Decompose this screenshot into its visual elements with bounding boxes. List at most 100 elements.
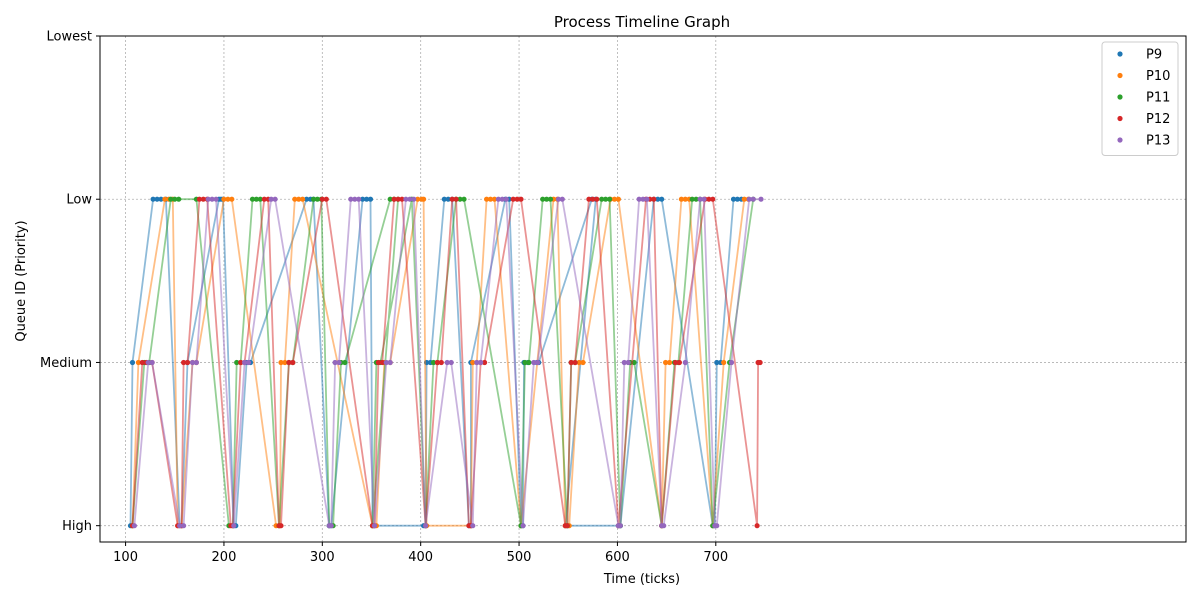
data-point — [168, 196, 174, 202]
data-point — [655, 196, 661, 202]
chart-title: Process Timeline Graph — [554, 13, 730, 31]
y-tick-label: Low — [66, 193, 92, 208]
data-point — [434, 359, 440, 366]
data-point — [421, 196, 427, 202]
data-point — [278, 359, 284, 366]
data-point — [495, 196, 501, 202]
legend-marker — [1117, 115, 1123, 122]
data-point — [181, 523, 187, 529]
data-point — [423, 523, 429, 529]
legend-label: P13 — [1146, 134, 1170, 149]
data-point — [225, 196, 231, 202]
data-point — [172, 196, 178, 202]
data-point — [253, 196, 259, 202]
data-point — [514, 196, 520, 202]
data-point — [234, 359, 240, 366]
data-point — [576, 359, 582, 366]
data-point — [453, 196, 459, 202]
data-point — [499, 196, 505, 202]
data-point — [231, 523, 237, 529]
data-point — [441, 196, 447, 202]
data-point — [757, 359, 763, 366]
data-point — [444, 359, 450, 366]
data-point — [484, 196, 490, 202]
data-point — [149, 359, 155, 366]
data-point — [407, 196, 413, 202]
data-point — [336, 359, 342, 366]
data-point — [383, 359, 389, 366]
data-point — [314, 196, 320, 202]
data-point — [193, 359, 199, 366]
data-point — [375, 359, 381, 366]
data-point — [661, 523, 667, 529]
data-point — [741, 196, 747, 202]
x-tick-label: 500 — [507, 550, 532, 565]
data-point — [387, 359, 393, 366]
data-point — [693, 196, 699, 202]
data-point — [387, 196, 393, 202]
data-point — [129, 359, 136, 366]
data-point — [319, 196, 325, 202]
data-point — [697, 196, 703, 202]
data-point — [286, 359, 292, 366]
data-point — [518, 196, 524, 202]
legend: P9 P10 P11 P12 P13 — [1101, 41, 1179, 156]
data-point — [586, 196, 592, 202]
data-point — [701, 196, 707, 202]
data-point — [272, 196, 278, 202]
data-point — [189, 359, 196, 366]
data-point — [352, 196, 358, 202]
data-point — [282, 359, 288, 366]
data-point — [249, 196, 256, 202]
data-point — [520, 523, 526, 529]
x-tick-label: 600 — [605, 550, 630, 565]
x-tick-label: 300 — [310, 550, 335, 565]
data-point — [261, 196, 267, 202]
data-point — [730, 196, 737, 202]
data-point — [162, 196, 168, 202]
y-axis-ticks: High Medium Low Lowest — [40, 30, 100, 534]
data-point — [510, 196, 516, 202]
legend-label: P11 — [1146, 91, 1170, 106]
data-point — [544, 196, 550, 202]
legend-label: P9 — [1146, 48, 1162, 63]
data-point — [659, 196, 665, 202]
data-point — [663, 359, 669, 366]
data-point — [205, 196, 211, 202]
data-point — [360, 196, 366, 202]
data-point — [328, 523, 334, 529]
data-point — [603, 196, 609, 202]
data-point — [445, 196, 451, 202]
data-point — [356, 196, 362, 202]
y-tick-label: Lowest — [47, 30, 92, 45]
data-point — [395, 196, 401, 202]
data-point — [676, 359, 683, 366]
data-point — [607, 196, 613, 202]
data-point — [474, 359, 480, 366]
data-point — [257, 196, 263, 202]
legend-marker — [1117, 94, 1123, 100]
data-point — [617, 523, 624, 529]
data-point — [611, 196, 618, 202]
data-point — [689, 196, 695, 202]
data-point — [572, 359, 578, 366]
legend-marker — [1117, 137, 1123, 143]
data-point — [531, 359, 537, 366]
data-point — [540, 196, 546, 202]
data-point — [238, 359, 244, 366]
y-tick-label: High — [62, 519, 92, 534]
data-point — [555, 196, 562, 202]
data-point — [651, 196, 657, 202]
data-point — [196, 196, 202, 202]
data-point — [754, 523, 760, 529]
data-point — [209, 196, 215, 202]
data-point — [449, 196, 455, 202]
data-point — [746, 196, 752, 202]
y-tick-label: Medium — [40, 356, 92, 371]
data-point — [300, 196, 306, 202]
data-point — [448, 359, 454, 366]
data-point — [278, 523, 284, 529]
data-point — [310, 196, 317, 202]
y-axis-label: Queue ID (Priority) — [14, 220, 29, 341]
data-point — [564, 523, 570, 529]
